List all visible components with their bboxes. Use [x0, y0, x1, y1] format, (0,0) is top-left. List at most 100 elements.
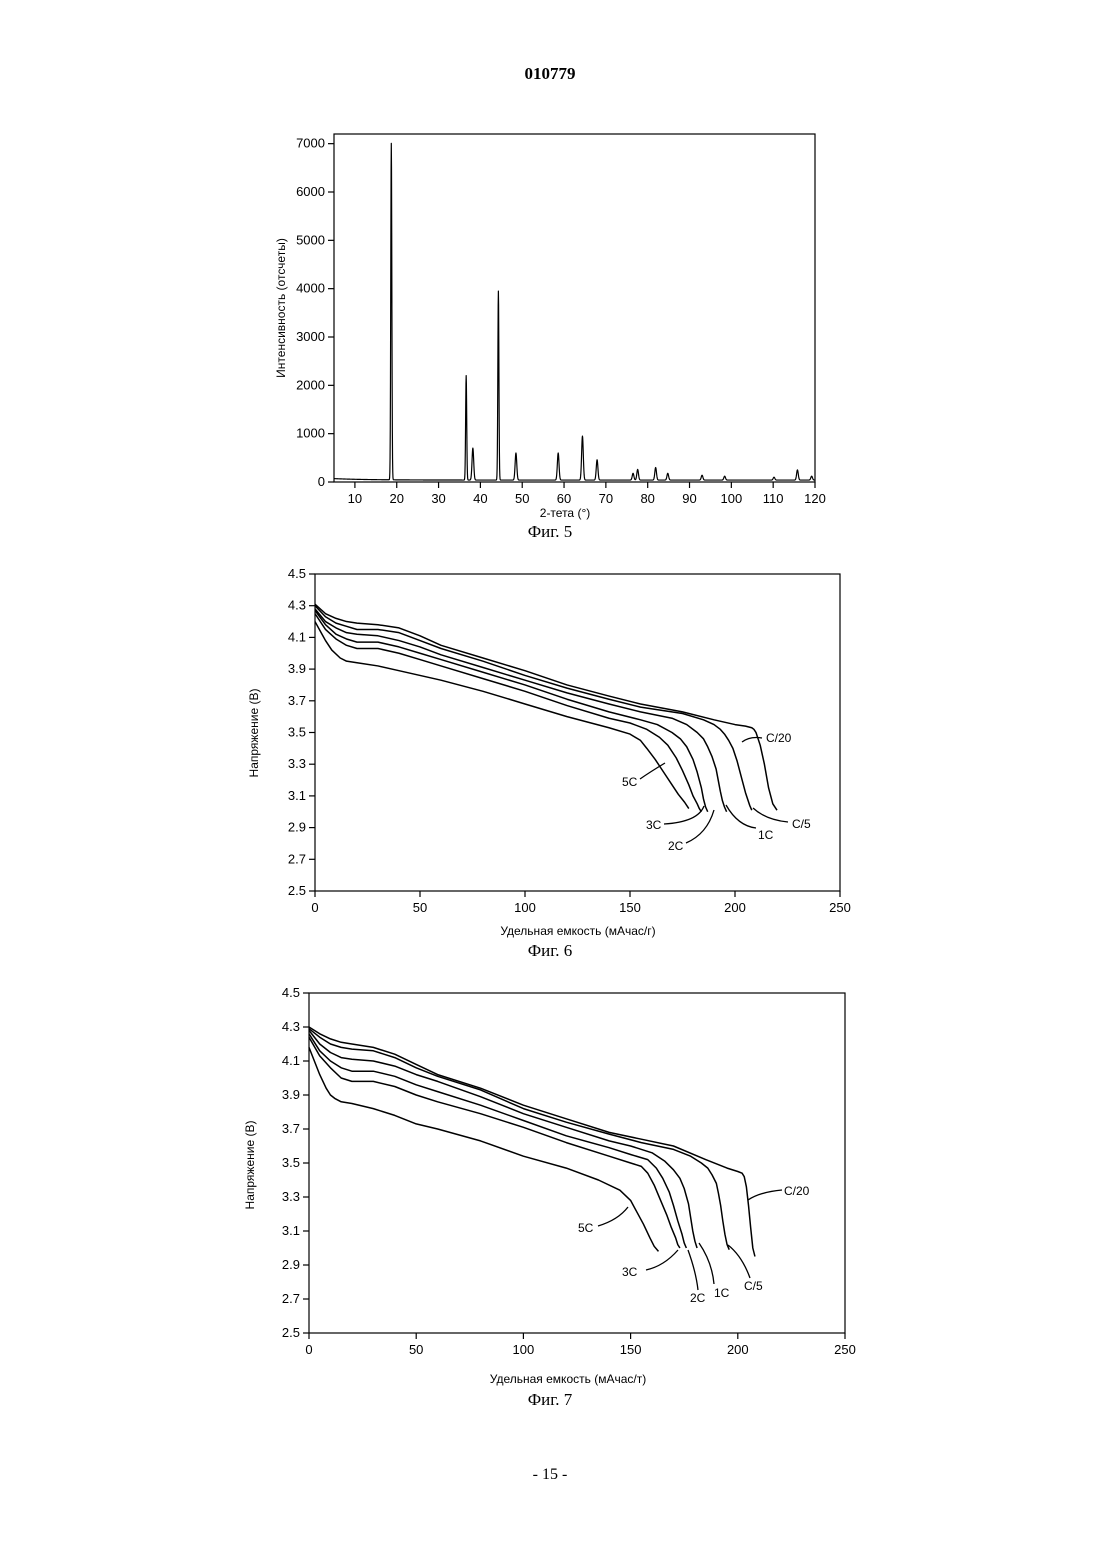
y-tick-label: 3.9: [288, 661, 306, 676]
xrd-chart: 10 20 30 40 50 60 70 80 90 100 110 120 0 1000 2000 3000…: [0, 120, 1100, 530]
leader-2c: [688, 1250, 698, 1290]
y-tick-label: 3.3: [282, 1189, 300, 1204]
y-tick-label: 3.5: [288, 725, 306, 740]
y-tick-label: 3.7: [282, 1121, 300, 1136]
x-tick-label: 50: [413, 900, 427, 915]
y-tick-label: 2.7: [282, 1291, 300, 1306]
y-tick-label: 3.3: [288, 756, 306, 771]
series-line-5c: [309, 1047, 658, 1251]
y-tick-label: 6000: [296, 184, 325, 199]
x-tick-label: 200: [724, 900, 746, 915]
y-tick-label: 3.5: [282, 1155, 300, 1170]
x-tick-label: 0: [305, 1342, 312, 1357]
x-tick-label: 10: [348, 491, 362, 506]
figure-caption: Фиг. 6: [0, 941, 1100, 961]
y-tick-label: 0: [318, 474, 325, 489]
x-axis-label: 2-тета (°): [540, 506, 590, 520]
x-tick-label: 50: [515, 491, 529, 506]
y-axis-label: Напряжение (В): [247, 689, 261, 778]
curve-label-3c: 3C: [646, 818, 662, 832]
curve-label-3c: 3C: [622, 1265, 638, 1279]
x-tick-label: 100: [514, 900, 536, 915]
leader-5c: [598, 1207, 628, 1226]
series-line-2c: [315, 610, 708, 811]
leader-c5: [728, 1245, 750, 1278]
discharge-curves: [315, 604, 777, 812]
y-tick-label: 3.9: [282, 1087, 300, 1102]
y-axis-label: Интенсивность (отсчеты): [274, 238, 288, 378]
leader-3c: [664, 806, 704, 824]
y-tick-label: 4000: [296, 281, 325, 296]
curve-label-1c: 1C: [758, 828, 774, 842]
diffraction-pattern-line: [334, 143, 815, 480]
x-tick-label: 0: [311, 900, 318, 915]
series-line-2c: [309, 1034, 686, 1248]
curve-label-1c: 1C: [714, 1286, 730, 1300]
curve-label-5c: 5C: [578, 1221, 594, 1235]
y-tick-label: 3.1: [288, 788, 306, 803]
y-tick-label: 2.5: [288, 883, 306, 898]
y-tick-label: 7000: [296, 136, 325, 151]
curve-label-2c: 2C: [690, 1291, 706, 1305]
y-tick-label: 4.5: [282, 985, 300, 1000]
y-tick-label: 2.7: [288, 851, 306, 866]
y-tick-label: 2.9: [288, 820, 306, 835]
figure-caption: Фиг. 5: [0, 522, 1100, 542]
y-tick-label: 2000: [296, 377, 325, 392]
x-tick-label: 110: [763, 491, 784, 506]
curve-label-c5: C/5: [744, 1279, 763, 1293]
document-number: 010779: [0, 64, 1100, 84]
curve-label-c20: C/20: [766, 731, 792, 745]
x-tick-label: 150: [620, 1342, 642, 1357]
curve-label-5c: 5C: [622, 775, 638, 789]
x-tick-label: 150: [619, 900, 641, 915]
leader-c5: [753, 808, 788, 822]
y-tick-label: 4.3: [282, 1019, 300, 1034]
y-tick-label: 4.1: [282, 1053, 300, 1068]
x-tick-label: 120: [804, 491, 826, 506]
x-tick-label: 50: [409, 1342, 423, 1357]
discharge-curves: [309, 1027, 755, 1257]
x-tick-label: 30: [431, 491, 445, 506]
y-tick-label: 5000: [296, 232, 325, 247]
series-line-c20: [315, 604, 777, 810]
leader-3c: [646, 1250, 678, 1270]
curve-label-c5: C/5: [792, 817, 811, 831]
y-tick-label: 1000: [296, 426, 325, 441]
x-tick-label: 40: [473, 491, 487, 506]
x-axis-label: Удельная емкость (мАчас/г): [500, 924, 655, 938]
discharge-chart: 0 50 100 150 200 250 2.5 2.7 2.9 3.1 3.3 3.5 3.7 3.9 4…: [0, 975, 1100, 1395]
discharge-chart: 0501001502002502.52.72.93.13.33.53.73.94…: [0, 560, 1100, 940]
y-tick-label: 4.1: [288, 629, 306, 644]
y-tick-label: 3.1: [282, 1223, 300, 1238]
y-tick-label: 4.3: [288, 598, 306, 613]
x-tick-label: 100: [720, 491, 742, 506]
plot-frame: [315, 574, 840, 891]
x-tick-label: 250: [829, 900, 851, 915]
x-axis-label: Удельная емкость (мАчас/т): [490, 1372, 646, 1386]
axis-ticks: 0 50 100 150 200 250 2.5 2.7 2.9 3.1 3.3 3.5 3.7 3.9 4…: [282, 985, 856, 1357]
y-tick-label: 3000: [296, 329, 325, 344]
x-tick-label: 70: [599, 491, 613, 506]
y-axis-label: Напряжение (В): [243, 1121, 257, 1210]
plot-frame: [309, 993, 845, 1333]
leader-1c: [699, 1243, 714, 1284]
y-tick-label: 2.9: [282, 1257, 300, 1272]
x-tick-label: 200: [727, 1342, 749, 1357]
y-tick-label: 2.5: [282, 1325, 300, 1340]
x-tick-label: 80: [640, 491, 654, 506]
x-tick-label: 20: [390, 491, 404, 506]
x-tick-label: 60: [557, 491, 571, 506]
curve-label-c20: C/20: [784, 1184, 810, 1198]
series-line-c5: [309, 1029, 729, 1250]
x-tick-label: 250: [834, 1342, 856, 1357]
series-line-3c: [309, 1037, 680, 1248]
x-tick-label: 90: [682, 491, 696, 506]
plot-frame: [334, 134, 815, 482]
leader-c20: [748, 1190, 782, 1200]
page-number: - 15 -: [0, 1466, 1100, 1484]
leader-2c: [686, 810, 714, 843]
figure-caption: Фиг. 7: [0, 1390, 1100, 1410]
x-tick-label: 100: [513, 1342, 535, 1357]
axis-ticks: 10 20 30 40 50 60 70 80 90 100 110 120 0 1000 2000 3000…: [296, 136, 826, 506]
